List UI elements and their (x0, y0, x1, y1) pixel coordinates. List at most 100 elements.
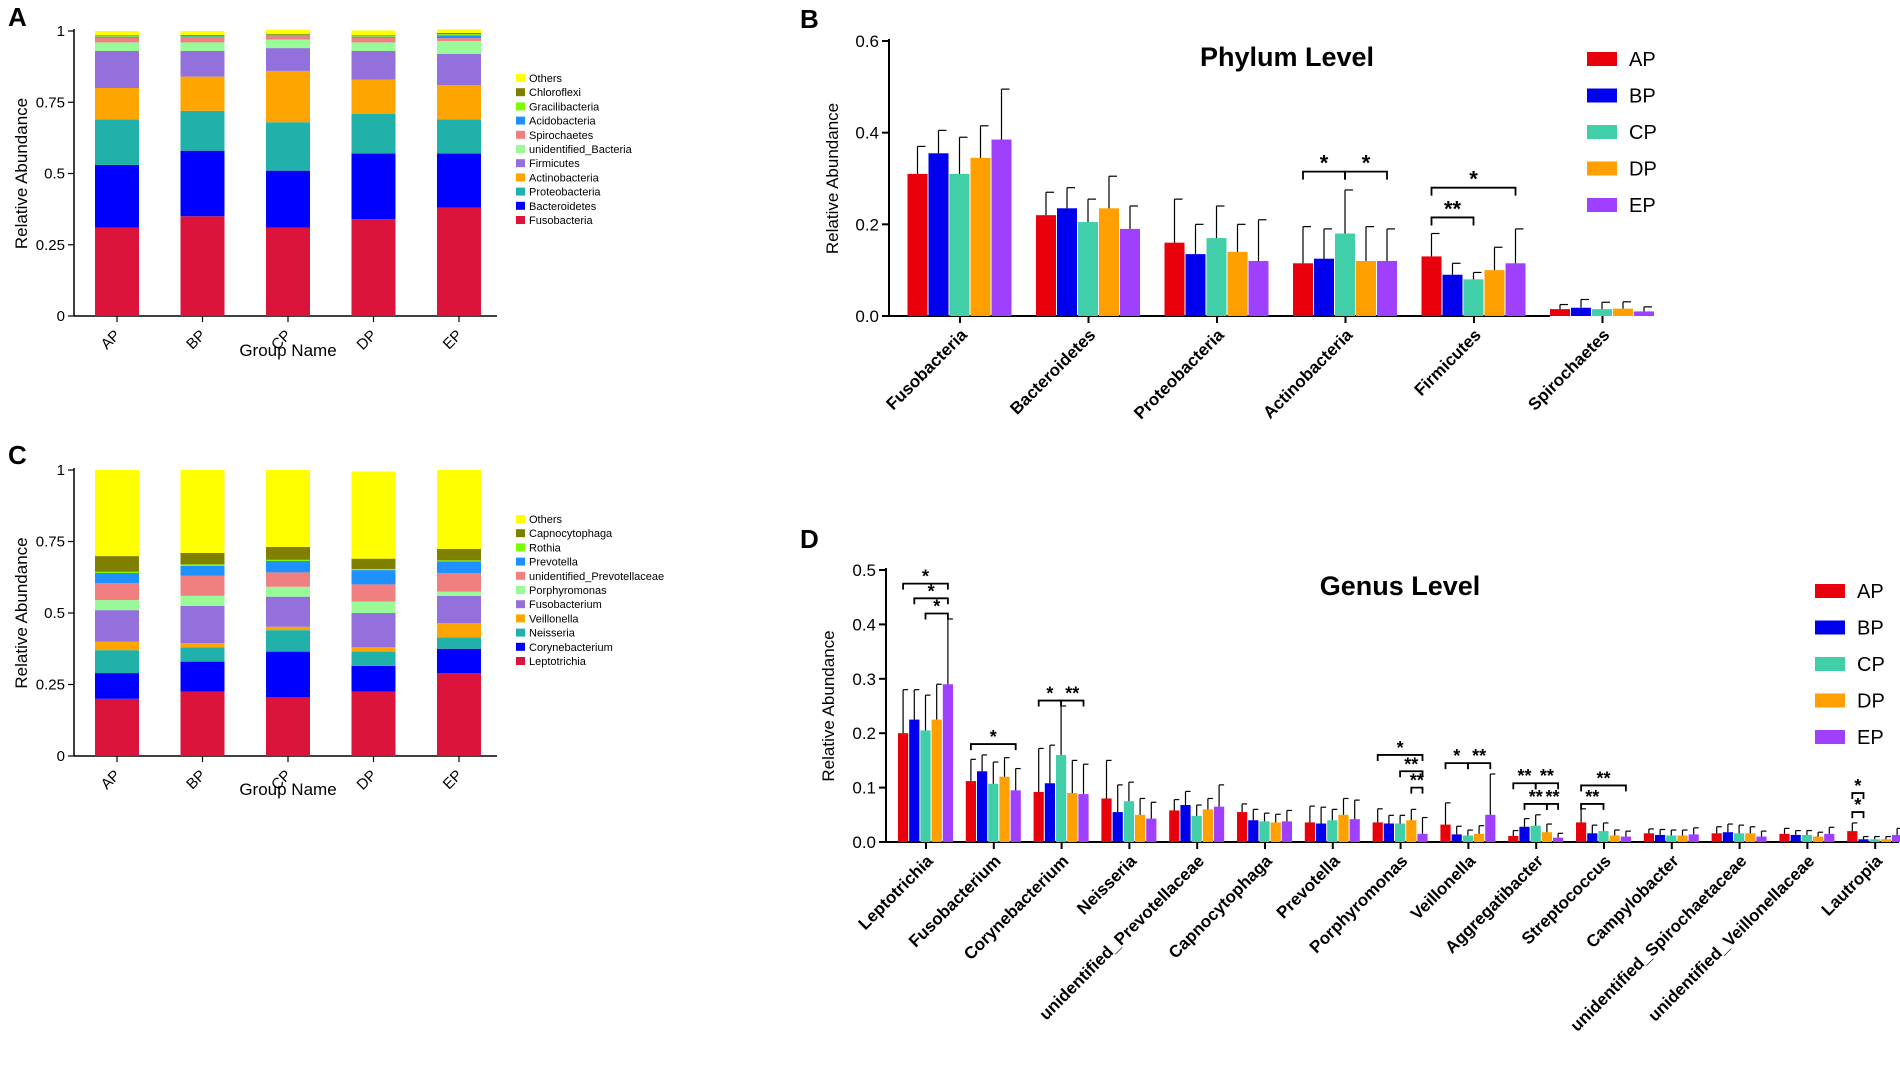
bar-segment (95, 572, 139, 583)
significance-bracket (1344, 170, 1388, 180)
bar (1711, 833, 1722, 842)
bar-segment (180, 647, 225, 662)
bar-segment (180, 643, 225, 648)
bar (1519, 826, 1530, 842)
legend-label: unidentified_Prevotellaceae (529, 571, 664, 583)
bar (1202, 809, 1213, 842)
bar (1620, 836, 1631, 842)
bar (1677, 835, 1688, 842)
bar (1123, 801, 1134, 842)
y-tick-label: 0.3 (852, 670, 876, 689)
bar (1078, 794, 1089, 842)
y-axis-title: Relative Abundance (12, 98, 31, 249)
y-tick-label: 0.25 (36, 677, 65, 694)
significance-label: * (1362, 151, 1371, 176)
bar (1270, 822, 1281, 842)
bar-segment (266, 35, 310, 37)
significance-bracket (1580, 784, 1627, 792)
bar-segment (351, 647, 396, 652)
x-tick-label: BP (183, 327, 209, 353)
bar-segment (95, 610, 139, 642)
significance-label: * (922, 567, 929, 587)
legend-swatch (516, 600, 525, 609)
bar-segment (180, 110, 225, 151)
bar-segment (266, 546, 310, 560)
bar (1372, 822, 1383, 842)
bar-segment (180, 150, 225, 217)
bar (1756, 836, 1767, 842)
bar-segment (351, 153, 396, 220)
legend-label: EP (1629, 195, 1656, 217)
legend-label: BP (1629, 86, 1656, 108)
bar-segment (180, 50, 225, 77)
y-tick-label: 0.25 (36, 237, 65, 254)
significance-label: * (928, 581, 935, 601)
x-tick-label: EP (440, 327, 466, 353)
bar-segment (266, 596, 310, 627)
legend-label: Proteobacteria (529, 187, 601, 199)
bar-segment (437, 119, 481, 154)
bar-segment (266, 170, 310, 228)
bar (1248, 261, 1269, 316)
bar (1550, 309, 1570, 316)
significance-bracket (1467, 762, 1492, 770)
bar-segment (437, 561, 481, 573)
significance-label: ** (1517, 766, 1531, 786)
bar (1214, 806, 1225, 842)
bar (1722, 832, 1733, 842)
bar (1587, 833, 1598, 842)
bar (988, 783, 999, 842)
bar (1508, 836, 1519, 842)
y-tick-label: 0.5 (44, 166, 65, 183)
bar-segment (95, 698, 139, 756)
bar-segment (95, 600, 139, 611)
bar (1383, 823, 1394, 842)
legend-label: Leptotrichia (529, 656, 587, 668)
bar-segment (437, 548, 481, 561)
significance-label: ** (1410, 771, 1424, 791)
bar (949, 173, 970, 316)
legend-swatch (516, 642, 525, 651)
bar (1858, 839, 1869, 842)
bar-segment (351, 37, 396, 43)
significance-label: * (1320, 151, 1329, 176)
bar (1666, 835, 1677, 842)
panel-B: B 0.0 0.2 0.4 0.6 Relative Abundance Phylum Le… (800, 4, 1657, 423)
bar (1180, 805, 1191, 842)
bar (1356, 261, 1376, 316)
bar (1421, 256, 1442, 316)
legend-label: CP (1629, 122, 1657, 144)
bar-segment (95, 36, 139, 38)
significance-bracket (1546, 803, 1559, 810)
x-axis-title: Group Name (239, 780, 336, 799)
bar (1135, 814, 1146, 842)
significance-label: * (1397, 738, 1404, 758)
x-tick-label: DP (354, 767, 381, 794)
x-tick-label: AP (98, 327, 124, 353)
significance-bracket (1410, 786, 1424, 794)
bar-segment (266, 559, 310, 561)
bar (1643, 833, 1654, 842)
significance-bracket (1430, 186, 1517, 196)
bar-segment (266, 36, 310, 40)
legend-swatch (516, 102, 525, 111)
legend-swatch (1815, 730, 1845, 744)
significance-bracket (1534, 782, 1559, 790)
significance-bracket (924, 612, 949, 620)
bar-segment (351, 691, 396, 756)
bar (1869, 839, 1880, 842)
bar-segment (266, 48, 310, 71)
y-tick-label: 0.5 (852, 561, 876, 580)
legend-swatch (516, 201, 525, 210)
legend-swatch (1815, 584, 1845, 598)
significance-label: ** (1065, 684, 1079, 704)
bar-segment (180, 216, 225, 316)
bar-segment (180, 661, 225, 692)
bar (1553, 837, 1564, 842)
bar-segment (95, 36, 139, 37)
y-tick-label: 0.2 (855, 215, 879, 234)
bar (1417, 833, 1428, 842)
legend-swatch (1815, 693, 1845, 708)
significance-bracket (1430, 216, 1475, 226)
